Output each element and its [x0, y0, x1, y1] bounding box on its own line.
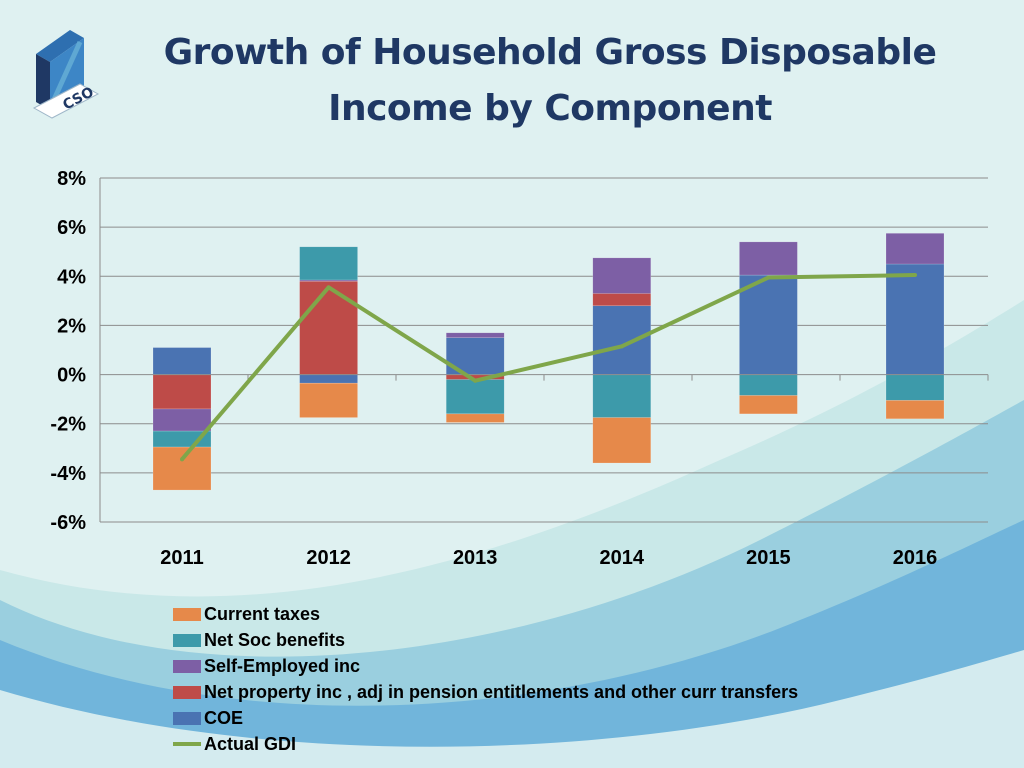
y-tick-label: 2% — [57, 315, 86, 337]
bar-segment — [592, 417, 652, 464]
legend-item: Current taxes — [173, 601, 798, 627]
y-tick-label: -4% — [50, 463, 86, 485]
bar-segment — [592, 374, 652, 418]
actual-gdi-point — [180, 457, 184, 462]
actual-gdi-point — [473, 378, 478, 383]
y-tick-label: 0% — [57, 365, 86, 387]
actual-gdi-point — [326, 285, 331, 290]
actual-gdi-point — [913, 273, 917, 278]
bar-segment — [445, 332, 505, 338]
y-tick-label: 6% — [57, 217, 86, 239]
x-tick-label: 2012 — [306, 547, 351, 569]
stacked-bar-chart: 8% 6% 4% 2% 0% -2% -4% -6% 2011 2012 2013 2014 2015 2… — [50, 168, 989, 569]
bar-segment — [739, 274, 798, 375]
bar-segment — [152, 374, 212, 410]
bar-segment — [739, 374, 798, 396]
x-tick-label: 2011 — [160, 547, 203, 569]
x-tick-label: 2015 — [746, 547, 791, 569]
bar-segment — [299, 246, 358, 281]
legend-item: Net property inc , adj in pension entitl… — [173, 679, 798, 705]
bar-segment — [739, 395, 798, 415]
y-tick-label: 4% — [57, 266, 86, 288]
bar-segment — [592, 257, 652, 294]
bar-segment — [592, 293, 652, 307]
bar-segment — [445, 379, 505, 415]
legend-label: Actual GDI — [204, 733, 297, 754]
bar-segment — [885, 374, 945, 401]
bar-segment — [152, 408, 212, 432]
bar-segment — [885, 233, 945, 265]
legend-swatch — [173, 633, 201, 647]
y-tick-label: -6% — [50, 512, 86, 534]
bar-segment — [885, 263, 945, 375]
legend-swatch — [173, 711, 201, 725]
legend-label: Net Soc benefits — [204, 629, 346, 650]
legend-item: COE — [173, 705, 798, 731]
legend-swatch — [173, 685, 201, 699]
legend-item: Self-Employed inc — [173, 653, 798, 679]
legend-label: Current taxes — [204, 603, 321, 624]
x-tick-label: 2014 — [600, 547, 645, 569]
legend-label: Net property inc , adj in pension entitl… — [204, 681, 799, 702]
y-tick-label: -2% — [50, 414, 86, 436]
legend-swatch — [173, 659, 201, 673]
bar-segment — [299, 280, 358, 375]
legend-label: Self-Employed inc — [204, 655, 361, 676]
chart-title-line-1: Growth of Household Gross Disposable — [163, 32, 937, 73]
bar-segment — [885, 400, 945, 420]
legend-label: COE — [204, 707, 244, 728]
legend-swatch — [173, 742, 201, 746]
bar-segment — [299, 374, 358, 384]
legend-item: Net Soc benefits — [173, 627, 798, 653]
actual-gdi-point — [766, 275, 771, 280]
chart-title-line-2: Income by Component — [328, 88, 772, 129]
bar-segment — [299, 382, 358, 418]
x-tick-label: 2013 — [453, 547, 498, 569]
bar-segment — [445, 413, 505, 423]
bar-segment — [739, 241, 798, 276]
actual-gdi-line — [180, 273, 916, 461]
y-tick-label: 8% — [57, 168, 86, 190]
x-tick-label: 2016 — [893, 547, 938, 569]
bar-segment — [152, 347, 212, 375]
bar-segment — [152, 446, 212, 491]
cso-logo: CSO — [32, 30, 100, 119]
bar-segment — [592, 305, 652, 375]
chart-legend: Current taxes Net Soc benefits Self-Employ… — [173, 601, 798, 757]
legend-swatch — [173, 607, 201, 621]
actual-gdi-point — [619, 344, 624, 349]
legend-item: Actual GDI — [173, 731, 798, 757]
